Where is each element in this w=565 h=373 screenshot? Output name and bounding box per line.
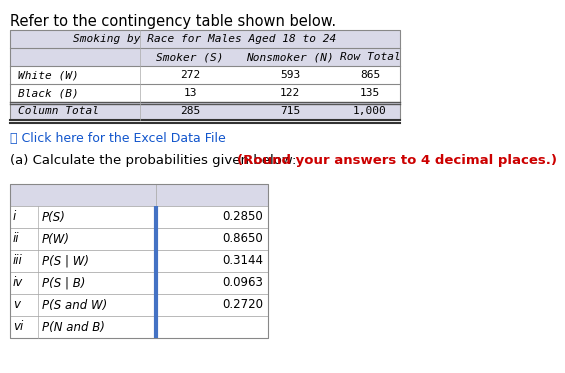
Text: P(S and W): P(S and W) xyxy=(42,298,107,311)
Bar xyxy=(10,48,400,66)
Text: 0.2720: 0.2720 xyxy=(222,298,263,311)
Bar xyxy=(10,316,156,338)
Text: (Round your answers to 4 decimal places.): (Round your answers to 4 decimal places.… xyxy=(237,154,557,167)
Bar xyxy=(10,30,400,120)
Text: 122: 122 xyxy=(280,88,300,98)
Text: iv: iv xyxy=(13,276,23,289)
Text: P(N and B): P(N and B) xyxy=(42,320,105,333)
Text: Nonsmoker (N): Nonsmoker (N) xyxy=(246,52,334,62)
Text: 0.3144: 0.3144 xyxy=(222,254,263,267)
Bar xyxy=(10,184,268,338)
Bar xyxy=(156,206,268,228)
Text: v: v xyxy=(13,298,20,311)
Bar xyxy=(156,228,268,250)
Text: 285: 285 xyxy=(180,106,200,116)
Text: iii: iii xyxy=(13,254,23,267)
Text: 593: 593 xyxy=(280,70,300,80)
Text: (a) Calculate the probabilities given below:: (a) Calculate the probabilities given be… xyxy=(10,154,301,167)
Text: 1,000: 1,000 xyxy=(353,106,387,116)
Text: 📄 Click here for the Excel Data File: 📄 Click here for the Excel Data File xyxy=(10,132,226,145)
Text: White (W): White (W) xyxy=(18,70,79,80)
Text: P(W): P(W) xyxy=(42,232,70,245)
Bar xyxy=(10,272,156,294)
Bar xyxy=(156,294,268,316)
Text: 0.0963: 0.0963 xyxy=(222,276,263,289)
Text: Refer to the contingency table shown below.: Refer to the contingency table shown bel… xyxy=(10,14,336,29)
Text: 13: 13 xyxy=(183,88,197,98)
Text: 0.8650: 0.8650 xyxy=(222,232,263,245)
Text: 865: 865 xyxy=(360,70,380,80)
Bar xyxy=(10,30,400,48)
Text: i: i xyxy=(13,210,16,223)
Bar xyxy=(10,250,156,272)
Text: P(S | W): P(S | W) xyxy=(42,254,89,267)
Bar xyxy=(156,316,268,338)
Bar xyxy=(10,184,156,206)
Bar xyxy=(10,102,400,120)
Bar xyxy=(10,84,400,102)
Text: P(S): P(S) xyxy=(42,210,66,223)
Bar xyxy=(10,294,156,316)
Text: 0.2850: 0.2850 xyxy=(222,210,263,223)
Text: Smoking by Race for Males Aged 18 to 24: Smoking by Race for Males Aged 18 to 24 xyxy=(73,34,337,44)
Text: P(S | B): P(S | B) xyxy=(42,276,85,289)
Text: ii: ii xyxy=(13,232,20,245)
Text: Row Total: Row Total xyxy=(340,52,401,62)
Text: 715: 715 xyxy=(280,106,300,116)
Bar xyxy=(156,272,268,294)
Text: vi: vi xyxy=(13,320,23,333)
Text: Black (B): Black (B) xyxy=(18,88,79,98)
Text: 135: 135 xyxy=(360,88,380,98)
Text: Smoker (S): Smoker (S) xyxy=(157,52,224,62)
Bar xyxy=(156,250,268,272)
Bar xyxy=(10,228,156,250)
Text: Column Total: Column Total xyxy=(18,106,99,116)
Bar xyxy=(156,184,268,206)
Bar xyxy=(10,66,400,84)
Text: 272: 272 xyxy=(180,70,200,80)
Bar xyxy=(10,206,156,228)
